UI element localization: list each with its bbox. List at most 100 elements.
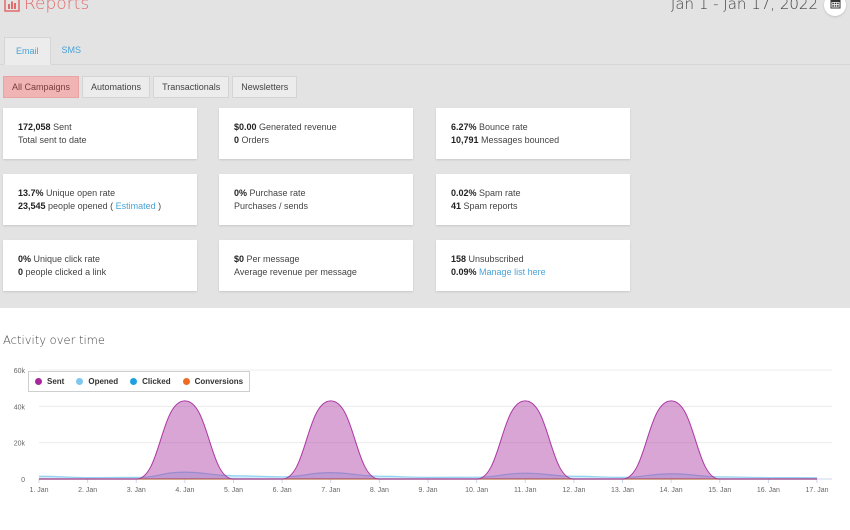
stat-sub-label: people opened ( bbox=[48, 201, 114, 211]
manage-list-link[interactable]: Manage list here bbox=[479, 267, 546, 277]
stat-sub-value: 10,791 bbox=[451, 135, 479, 145]
stat-value: 0% bbox=[18, 254, 32, 264]
card-line: 23,545 people opened ( Estimated ) bbox=[18, 200, 197, 213]
tab-sms[interactable]: SMS bbox=[61, 45, 82, 55]
x-tick-label: 6. Jan bbox=[273, 487, 292, 494]
tab-automations[interactable]: Automations bbox=[82, 76, 151, 98]
card-per-message: $0 Per message Average revenue per messa… bbox=[219, 240, 413, 291]
card-open-rate: 13.7% Unique open rate 23,545 people ope… bbox=[3, 174, 197, 225]
x-tick-label: 12. Jan bbox=[562, 487, 585, 494]
y-tick-label: 0 bbox=[21, 477, 25, 484]
stat-sub: Average revenue per message bbox=[234, 267, 357, 277]
stat-value: $0.00 bbox=[234, 122, 257, 132]
y-tick-label: 60k bbox=[14, 368, 26, 375]
card-purchase-rate: 0% Purchase rate Purchases / sends bbox=[219, 174, 413, 225]
stat-sub-label: Spam reports bbox=[463, 201, 518, 211]
x-tick-label: 3. Jan bbox=[127, 487, 146, 494]
card-line: 0% Purchase rate bbox=[234, 187, 413, 200]
tab-newsletters[interactable]: Newsletters bbox=[232, 76, 298, 98]
channel-tabs: Email SMS bbox=[0, 37, 850, 65]
stat-sub-label: people clicked a link bbox=[25, 267, 107, 277]
card-unsubscribed: 158 Unsubscribed 0.09% Manage list here bbox=[436, 240, 630, 291]
stat-label: Sent bbox=[53, 122, 72, 132]
x-tick-label: 7. Jan bbox=[321, 487, 340, 494]
card-line: 6.27% Bounce rate bbox=[451, 121, 630, 134]
stat-sub-value: 41 bbox=[451, 201, 462, 211]
calendar-button[interactable] bbox=[824, 0, 846, 16]
stat-value: 172,058 bbox=[18, 122, 51, 132]
legend-item-sent[interactable]: Sent bbox=[35, 377, 64, 386]
activity-chart: 0 20k 40k 60k 1. Jan 2. Jan 3. Jan 4. Jan 5. Jan… bbox=[14, 368, 832, 494]
legend-item-opened[interactable]: Opened bbox=[76, 377, 118, 386]
legend-label: Clicked bbox=[142, 377, 171, 386]
card-click-rate: 0% Unique click rate 0 people clicked a … bbox=[3, 240, 197, 291]
card-sent: 172,058 Sent Total sent to date bbox=[3, 108, 197, 159]
series-area-sent bbox=[39, 400, 817, 479]
tab-email[interactable]: Email bbox=[4, 37, 51, 65]
stat-label: Generated revenue bbox=[259, 122, 337, 132]
x-tick-label: 1. Jan bbox=[29, 487, 48, 494]
legend-item-conversions[interactable]: Conversions bbox=[182, 377, 244, 386]
stat-sub-value: 23,545 bbox=[18, 201, 46, 211]
card-line: 0.02% Spam rate bbox=[451, 187, 630, 200]
stat-value: 6.27% bbox=[451, 122, 477, 132]
campaign-tabs: All Campaigns Automations Transactionals… bbox=[3, 76, 298, 98]
tab-transactionals[interactable]: Transactionals bbox=[153, 76, 230, 98]
x-tick-label: 17. Jan bbox=[806, 487, 829, 494]
stat-sub: Total sent to date bbox=[18, 135, 87, 145]
y-tick-label: 40k bbox=[14, 404, 26, 411]
x-tick-label: 5. Jan bbox=[224, 487, 243, 494]
legend-swatch bbox=[130, 378, 138, 385]
card-line: 13.7% Unique open rate bbox=[18, 187, 197, 200]
card-revenue: $0.00 Generated revenue 0 Orders bbox=[219, 108, 413, 159]
date-range[interactable]: Jan 1 - Jan 17, 2022 bbox=[670, 0, 818, 13]
tab-all-campaigns[interactable]: All Campaigns bbox=[3, 76, 80, 98]
x-tick-label: 16. Jan bbox=[757, 487, 780, 494]
stat-label: Unsubscribed bbox=[468, 254, 524, 264]
estimated-link[interactable]: Estimated bbox=[115, 201, 156, 211]
x-tick-label: 4. Jan bbox=[175, 487, 194, 494]
x-tick-label: 9. Jan bbox=[418, 487, 437, 494]
stat-sub-tail: ) bbox=[158, 201, 162, 211]
page-title: Reports bbox=[4, 0, 89, 14]
legend-swatch bbox=[35, 378, 42, 385]
series-line-sent bbox=[39, 400, 817, 480]
x-tick-label: 13. Jan bbox=[611, 487, 634, 494]
card-line: 10,791 Messages bounced bbox=[451, 134, 630, 147]
stat-sub-value: 0.09% bbox=[451, 267, 477, 277]
card-spam-rate: 0.02% Spam rate 41 Spam reports bbox=[436, 174, 630, 225]
bar-chart-icon bbox=[4, 0, 20, 12]
card-bounce: 6.27% Bounce rate 10,791 Messages bounce… bbox=[436, 108, 630, 159]
card-line: 0% Unique click rate bbox=[18, 253, 197, 266]
card-line: 0 people clicked a link bbox=[18, 266, 197, 279]
card-line: 172,058 Sent bbox=[18, 121, 197, 134]
card-line: 41 Spam reports bbox=[451, 200, 630, 213]
y-tick-label: 20k bbox=[14, 441, 26, 448]
stat-sub-value: 0 bbox=[18, 267, 24, 277]
activity-title: Activity over time bbox=[3, 333, 105, 347]
chart-legend: Sent Opened Clicked Conversions bbox=[28, 371, 251, 392]
card-line: 0 Orders bbox=[234, 134, 413, 147]
stat-label: Per message bbox=[246, 254, 300, 264]
stat-value: 0.02% bbox=[451, 188, 477, 198]
page-title-text: Reports bbox=[24, 0, 90, 14]
stat-value: $0 bbox=[234, 254, 245, 264]
legend-swatch bbox=[182, 378, 190, 385]
legend-item-clicked[interactable]: Clicked bbox=[130, 377, 171, 386]
stat-label: Unique open rate bbox=[46, 188, 116, 198]
stat-label: Purchase rate bbox=[249, 188, 306, 198]
legend-swatch bbox=[76, 378, 84, 385]
stat-sub-value: 0 bbox=[234, 135, 240, 145]
legend-label: Conversions bbox=[194, 377, 244, 386]
stat-value: 13.7% bbox=[18, 188, 44, 198]
series-area-opened bbox=[39, 472, 817, 479]
stat-label: Spam rate bbox=[479, 188, 521, 198]
stat-sub-label: Orders bbox=[241, 135, 270, 145]
stat-sub: Purchases / sends bbox=[234, 201, 309, 211]
x-tick-label: 11. Jan bbox=[514, 487, 537, 494]
card-line: 0.09% Manage list here bbox=[451, 266, 630, 279]
x-tick-label: 15. Jan bbox=[708, 487, 731, 494]
card-line: 158 Unsubscribed bbox=[451, 253, 630, 266]
stat-sub-label: Messages bounced bbox=[481, 135, 560, 145]
x-tick-label: 10. Jan bbox=[465, 487, 488, 494]
